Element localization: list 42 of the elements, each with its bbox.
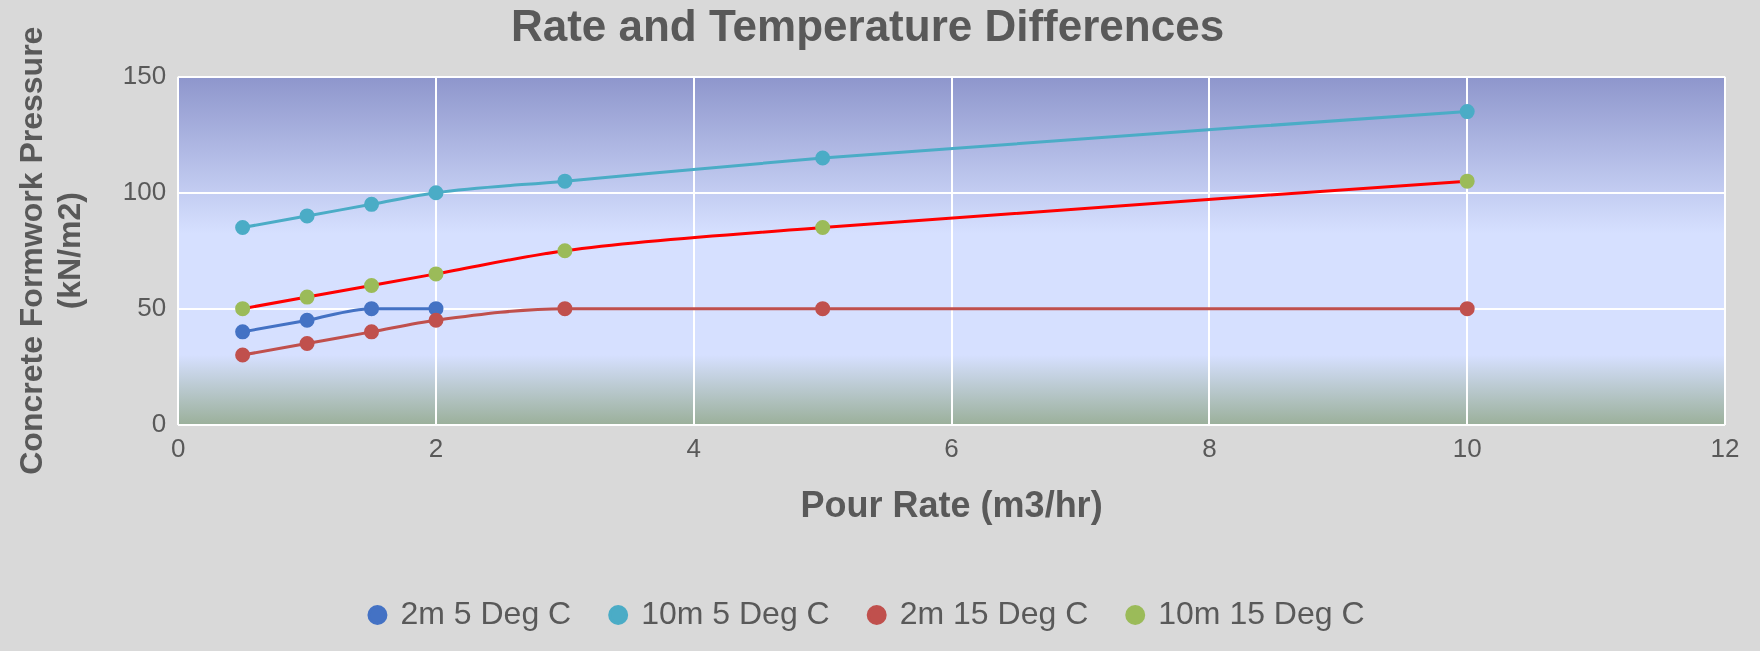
x-tick-label: 10: [1452, 433, 1482, 464]
point: [815, 150, 831, 166]
y-tick-label: 150: [122, 59, 167, 90]
point: [364, 301, 380, 317]
x-tick-label: 8: [1202, 433, 1217, 464]
y-tick-label: 50: [137, 291, 167, 322]
point: [557, 243, 573, 259]
legend-label: 2m 15 Deg C: [899, 594, 1089, 631]
x-tick-label: 2: [428, 433, 444, 464]
point: [557, 173, 573, 189]
legend-label: 2m 5 Deg C: [400, 594, 572, 631]
point: [1459, 301, 1475, 317]
point: [299, 335, 315, 351]
y-tick-label: 0: [151, 407, 167, 438]
legend-label: 10m 15 Deg C: [1158, 594, 1365, 631]
y-axis-title: Concrete Formwork Pressure (kN/m2): [13, 26, 88, 475]
y-tick-label: 100: [122, 175, 167, 206]
point: [235, 347, 251, 363]
x-tick-label: 12: [1710, 433, 1740, 464]
point: [364, 324, 380, 340]
point: [299, 208, 315, 224]
point: [815, 220, 831, 236]
point: [235, 220, 251, 236]
point: [299, 289, 315, 305]
point: [428, 266, 444, 282]
point: [235, 324, 251, 340]
x-tick-label: 0: [170, 433, 186, 464]
point: [428, 185, 444, 201]
x-tick-label: 4: [686, 433, 702, 464]
legend-label: 10m 5 Deg C: [641, 594, 830, 631]
point: [235, 301, 251, 317]
point: [1459, 104, 1475, 120]
point: [815, 301, 831, 317]
chart-title: Rate and Temperature Differences: [510, 0, 1225, 50]
point: [364, 277, 380, 293]
x-tick-label: 6: [944, 433, 959, 464]
point: [428, 312, 444, 328]
x-axis-title: Pour Rate (m3/hr): [800, 484, 1103, 526]
point: [557, 301, 573, 317]
point: [364, 196, 380, 212]
point: [1459, 173, 1475, 189]
point: [299, 312, 315, 328]
